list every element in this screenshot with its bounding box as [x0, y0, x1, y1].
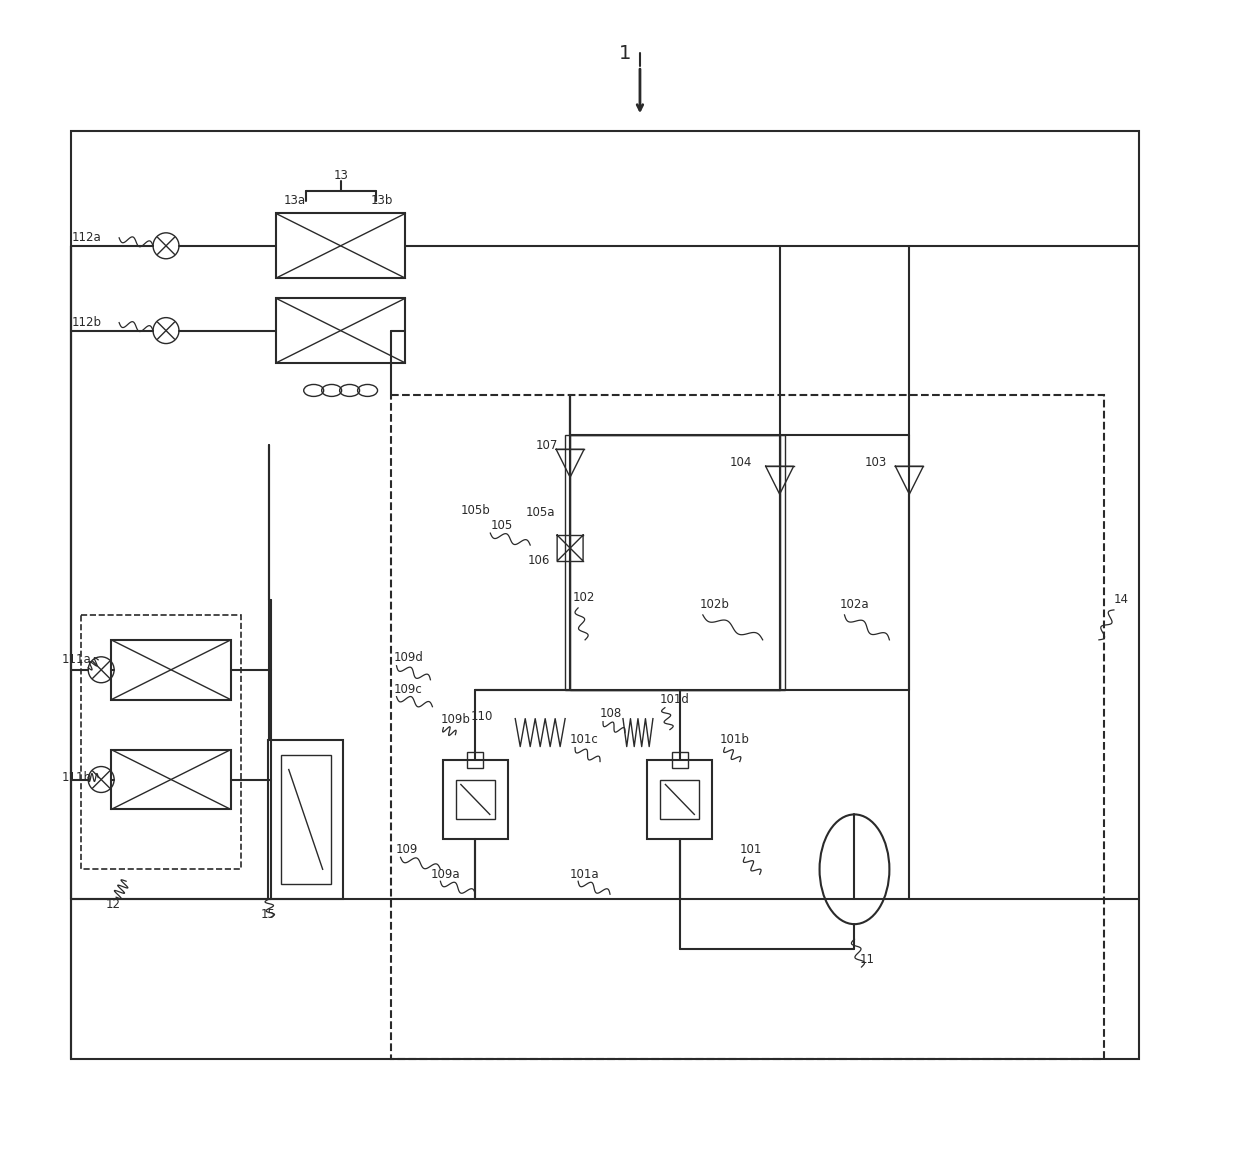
Text: 109a: 109a: [430, 868, 460, 881]
Text: 109b: 109b: [440, 713, 470, 726]
Bar: [467, 752, 484, 767]
Text: 13b: 13b: [371, 194, 393, 207]
Text: 101d: 101d: [660, 693, 689, 706]
Text: 101c: 101c: [570, 733, 599, 746]
Text: 109c: 109c: [393, 683, 423, 696]
Text: 109d: 109d: [393, 651, 423, 665]
Text: 102b: 102b: [699, 598, 729, 612]
Bar: [112, 639, 231, 699]
Text: 11: 11: [859, 952, 874, 966]
Bar: [280, 754, 331, 884]
Text: 15: 15: [260, 907, 275, 921]
Bar: [647, 759, 712, 840]
Text: 112a: 112a: [71, 231, 100, 244]
Bar: [661, 780, 699, 820]
Text: 110: 110: [470, 711, 492, 723]
Text: 106: 106: [527, 553, 549, 567]
Text: 105: 105: [490, 519, 512, 531]
Text: 12: 12: [107, 898, 122, 911]
Text: 103: 103: [864, 455, 887, 469]
Text: 14: 14: [1114, 593, 1128, 606]
Bar: [268, 739, 343, 899]
Bar: [672, 752, 688, 767]
Bar: [456, 780, 495, 820]
Text: 112b: 112b: [71, 316, 102, 329]
Text: 13a: 13a: [284, 194, 306, 207]
Bar: [443, 759, 507, 840]
Text: 101b: 101b: [719, 733, 750, 746]
Bar: [81, 615, 241, 869]
Bar: [112, 750, 231, 810]
Text: 111b: 111b: [61, 770, 92, 784]
Text: 13: 13: [334, 169, 348, 183]
Bar: [570, 436, 780, 690]
Text: 111a: 111a: [61, 653, 91, 666]
Text: 109: 109: [396, 843, 418, 856]
Text: 101: 101: [740, 843, 763, 856]
Text: 105b: 105b: [460, 504, 490, 516]
Text: 104: 104: [730, 455, 753, 469]
Text: 101a: 101a: [570, 868, 600, 881]
Text: 108: 108: [600, 707, 622, 720]
Text: 1: 1: [619, 44, 631, 63]
Bar: [275, 298, 405, 363]
Text: 102: 102: [573, 591, 595, 605]
Bar: [391, 396, 1104, 1059]
Text: 107: 107: [536, 439, 558, 452]
Text: 102a: 102a: [839, 598, 869, 612]
Bar: [71, 131, 1138, 1059]
Bar: [275, 214, 405, 278]
Bar: [565, 436, 785, 690]
Text: 105a: 105a: [526, 506, 554, 519]
